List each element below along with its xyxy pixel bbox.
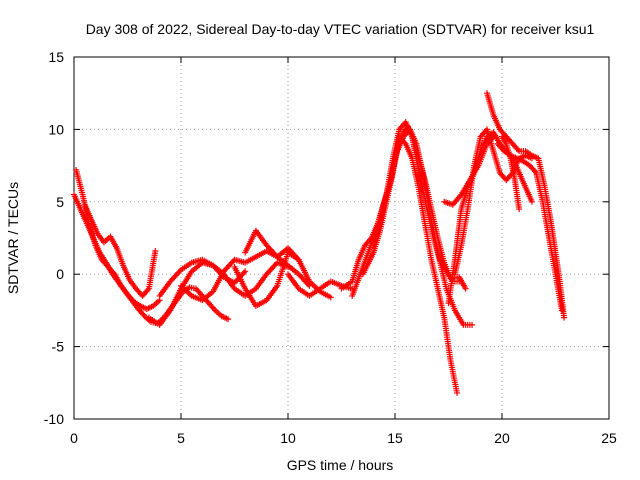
data-point-plus <box>152 248 159 255</box>
x-tick-label: 5 <box>177 430 185 446</box>
chart-title: Day 308 of 2022, Sidereal Day-to-day VTE… <box>86 21 595 37</box>
series-track-l <box>349 126 476 328</box>
series-track-n <box>451 126 535 278</box>
x-tick-label: 20 <box>494 430 510 446</box>
data-point-plus <box>327 294 334 301</box>
axis-ticks <box>73 56 610 420</box>
series-track-g <box>231 249 334 310</box>
y-tick-label: 10 <box>48 121 64 137</box>
grid-lines <box>74 57 609 419</box>
data-point-plus <box>561 314 568 321</box>
data-point-plus <box>462 285 469 292</box>
y-tick-label: 0 <box>56 266 64 282</box>
data-point-plus <box>528 198 535 205</box>
data-point-plus <box>225 316 232 323</box>
y-tick-label: 5 <box>56 194 64 210</box>
data-point-plus <box>242 268 249 275</box>
x-tick-label: 10 <box>280 430 296 446</box>
series-track-p <box>441 133 497 208</box>
x-tick-label: 0 <box>70 430 78 446</box>
plot-frame <box>73 56 610 420</box>
data-points <box>71 90 568 396</box>
data-point-plus <box>469 321 476 328</box>
data-point-plus <box>454 389 461 396</box>
y-tick-label: 15 <box>48 49 64 65</box>
data-point-plus <box>490 133 497 140</box>
x-axis-label: GPS time / hours <box>287 457 394 473</box>
x-tick-label: 15 <box>387 430 403 446</box>
series-track-q <box>484 90 568 321</box>
series-track-c <box>81 201 159 299</box>
y-tick-label: -10 <box>44 411 64 427</box>
series-track-h <box>242 227 302 263</box>
data-point-plus <box>295 256 302 263</box>
series-track-s <box>499 133 523 213</box>
x-tick-labels: 0 5 10 15 20 25 <box>70 430 617 446</box>
x-tick-label: 25 <box>601 430 617 446</box>
y-tick-labels: -10 -5 0 5 10 15 <box>44 49 64 427</box>
y-tick-label: -5 <box>52 339 65 355</box>
y-axis-label: SDTVAR / TECUs <box>5 182 21 294</box>
series-track-m <box>370 119 469 292</box>
data-point-plus <box>516 206 523 213</box>
data-point-plus <box>558 307 565 314</box>
